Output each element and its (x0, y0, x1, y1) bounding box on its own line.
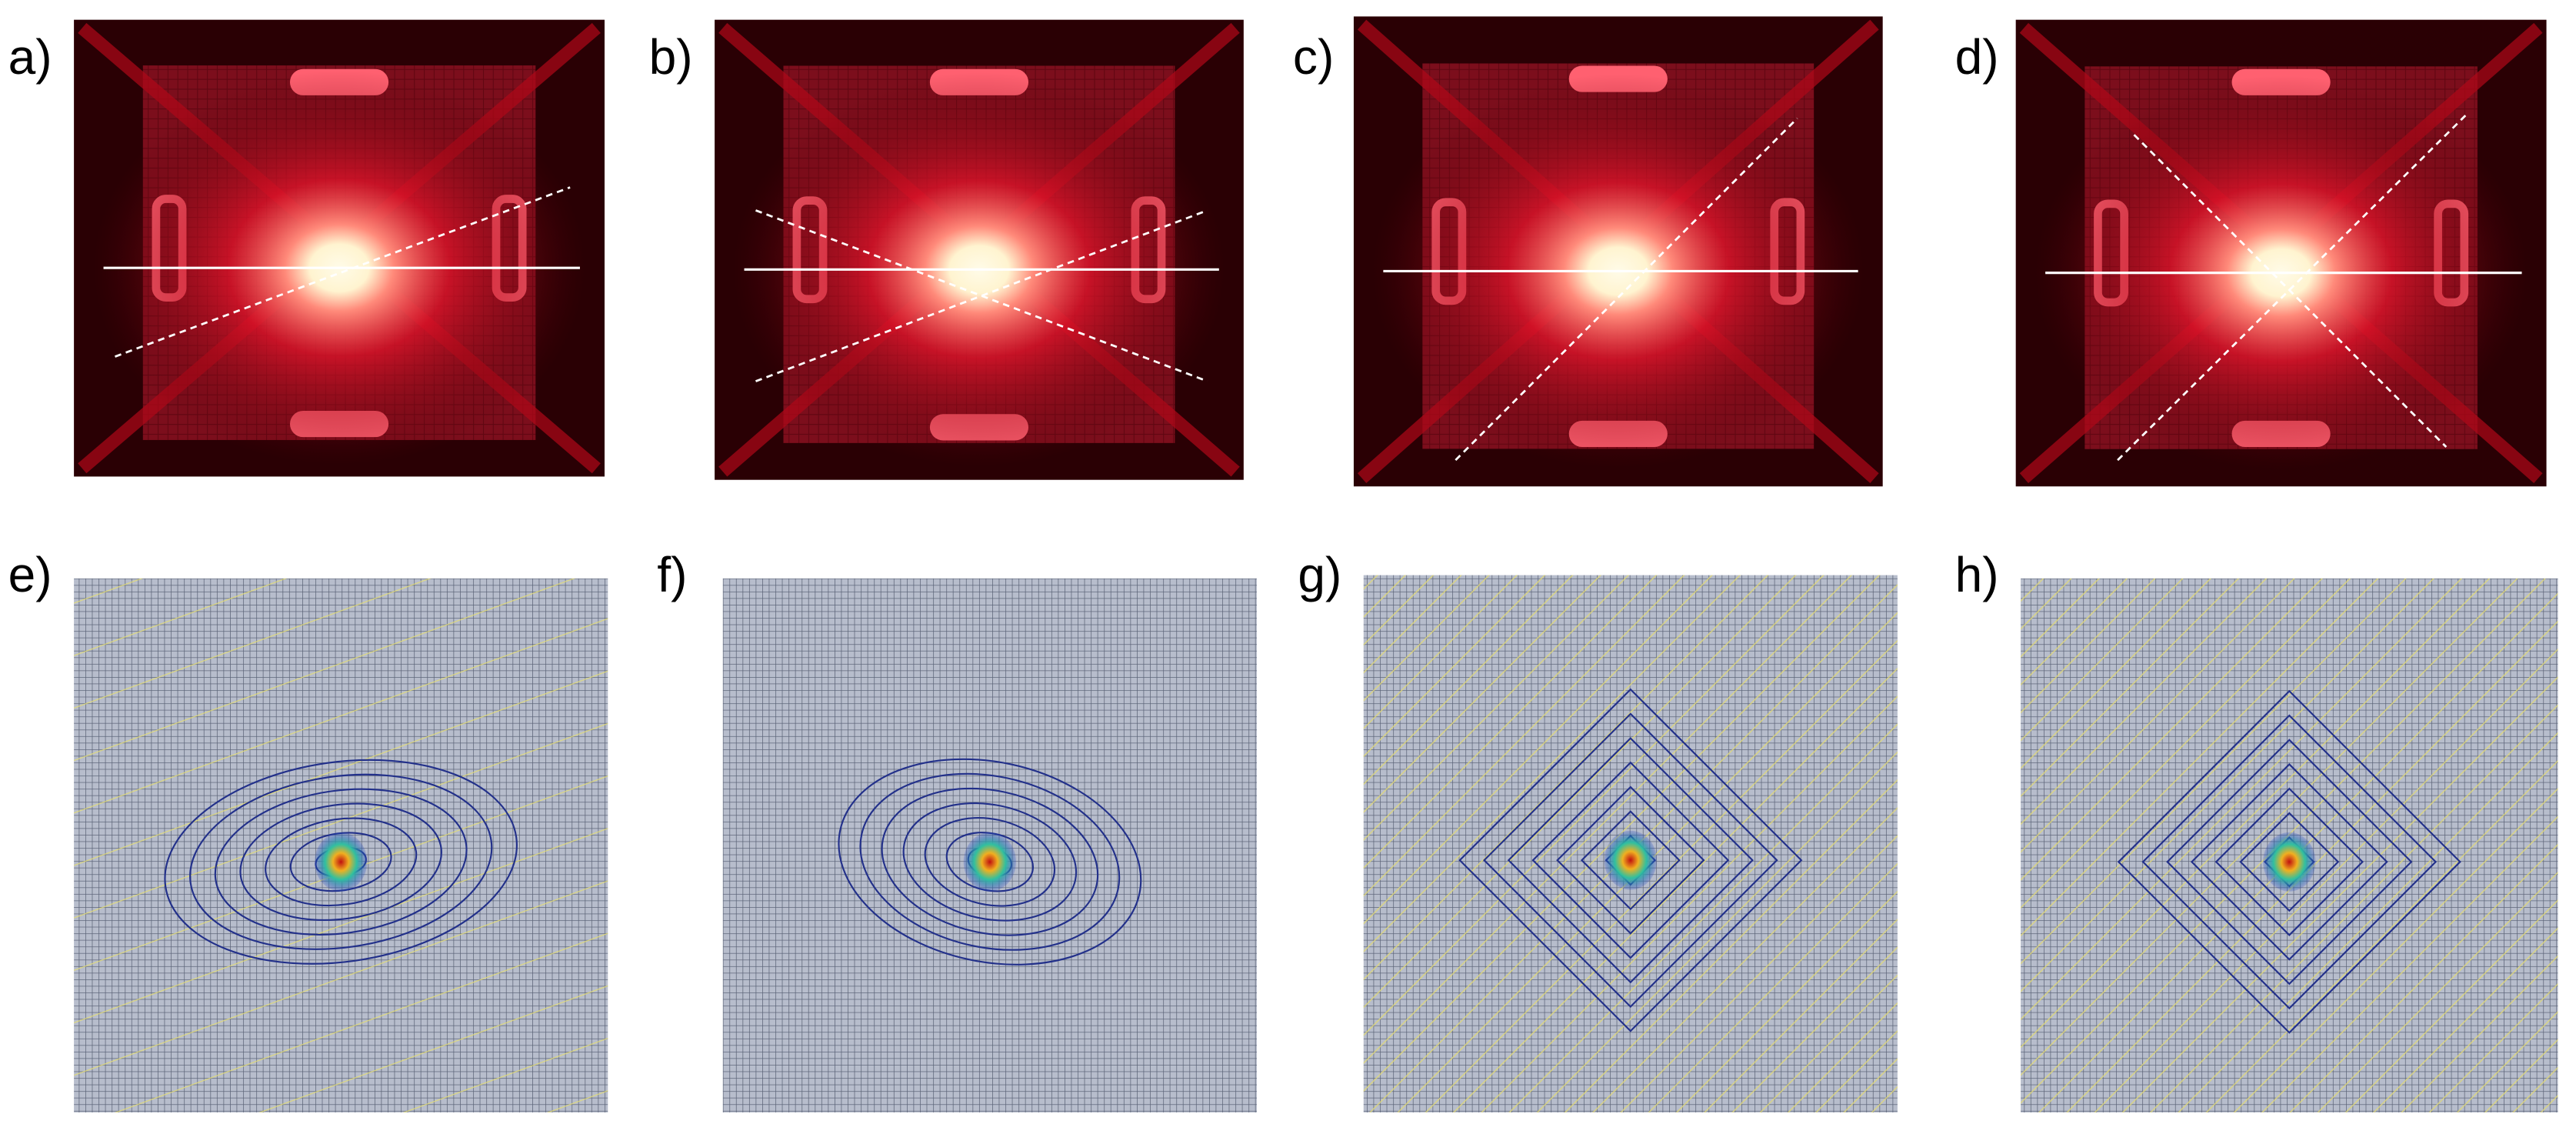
panel-image (1363, 575, 1898, 1113)
contour (902, 802, 1078, 922)
dashed-line (2133, 134, 2448, 448)
contour (164, 759, 518, 965)
contour (2214, 787, 2364, 936)
dashed-line (1455, 117, 1798, 462)
panel-label: d) (1955, 29, 1999, 85)
contour (1556, 785, 1705, 935)
contour (2190, 762, 2388, 961)
panel-image (74, 19, 605, 477)
dashed-line (755, 209, 1208, 382)
contour (1580, 810, 1681, 911)
contour (265, 817, 418, 907)
panel-label: f) (657, 547, 687, 602)
contour (838, 758, 1142, 966)
panel-label: b) (649, 29, 693, 85)
contour (189, 773, 493, 950)
contour (924, 817, 1056, 907)
contour (1483, 712, 1778, 1008)
panel-image (715, 19, 1244, 480)
panel-label: e) (8, 547, 52, 602)
panel-image (722, 578, 1257, 1113)
hot-spot (1604, 830, 1657, 890)
panel-image (1353, 16, 1883, 487)
contour (881, 787, 1099, 936)
hot-spot (315, 832, 368, 892)
hot-spot (2263, 832, 2316, 892)
panel-image (74, 578, 608, 1113)
contour (859, 772, 1121, 951)
contour (2166, 739, 2413, 986)
contour (1507, 737, 1754, 984)
panel-label: g) (1298, 547, 1341, 602)
panel-image (2015, 19, 2547, 487)
contour (239, 802, 442, 922)
panel-image (2021, 578, 2558, 1113)
contour (1531, 761, 1730, 959)
dashed-line (2117, 114, 2467, 462)
hot-spot (963, 832, 1017, 892)
panel-label: h) (1955, 547, 1999, 602)
contour (2141, 714, 2438, 1010)
panel-label: a) (8, 29, 52, 85)
contour (1458, 688, 1803, 1032)
contour (2239, 812, 2340, 912)
panel-label: c) (1293, 29, 1334, 85)
dashed-line (115, 186, 571, 358)
contour (2117, 689, 2461, 1034)
contour (214, 788, 468, 936)
